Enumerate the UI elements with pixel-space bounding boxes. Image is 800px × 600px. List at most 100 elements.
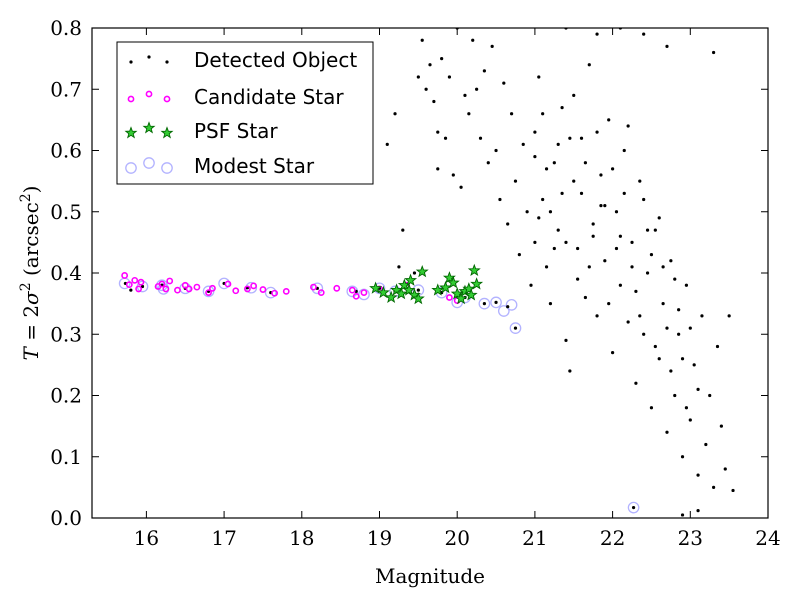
detected-object-point bbox=[533, 155, 537, 159]
y-tick-label: 0.0 bbox=[50, 506, 82, 530]
detected-object-point bbox=[712, 50, 716, 55]
detected-object-point bbox=[708, 393, 712, 398]
legend-label: Modest Star bbox=[194, 154, 315, 178]
detected-object-point bbox=[630, 265, 634, 269]
detected-object-point bbox=[537, 216, 541, 220]
detected-object-point bbox=[626, 124, 630, 128]
detected-object-point bbox=[541, 112, 545, 116]
modest-star-point bbox=[497, 305, 510, 317]
detected-object-point bbox=[673, 393, 677, 398]
detected-object-point bbox=[129, 288, 133, 292]
candidate-star-point bbox=[131, 276, 139, 284]
candidate-star-point bbox=[193, 283, 201, 291]
detected-object-point bbox=[471, 38, 475, 42]
x-tick-label: 17 bbox=[211, 526, 236, 550]
detected-object-point bbox=[653, 228, 657, 232]
candidate-star-point bbox=[166, 277, 174, 285]
detected-object-point bbox=[607, 302, 611, 306]
legend-marker bbox=[129, 60, 133, 64]
detected-object-point bbox=[482, 69, 486, 73]
detected-object-point bbox=[416, 75, 420, 79]
detected-object-point bbox=[385, 142, 389, 146]
detected-object-point bbox=[595, 130, 599, 134]
legend-label: Detected Object bbox=[194, 48, 357, 72]
detected-object-point bbox=[684, 406, 689, 410]
detected-object-point bbox=[696, 473, 700, 477]
candidate-star-point bbox=[348, 286, 356, 294]
detected-object-point bbox=[541, 197, 545, 202]
psf-star-point bbox=[454, 291, 468, 305]
detected-object-point bbox=[618, 234, 622, 238]
detected-object-point bbox=[591, 222, 595, 226]
detected-object-point bbox=[494, 300, 498, 304]
detected-object-point bbox=[661, 265, 665, 269]
detected-object-point bbox=[451, 173, 455, 177]
detected-object-point bbox=[556, 228, 560, 232]
candidate-star-point bbox=[282, 287, 290, 295]
candidate-star-point bbox=[205, 289, 212, 296]
candidate-star-point bbox=[137, 278, 145, 286]
y-tick-label: 0.8 bbox=[50, 16, 82, 40]
detected-object-point bbox=[572, 93, 576, 97]
candidate-star-point bbox=[135, 285, 143, 293]
detected-object-point bbox=[587, 63, 591, 67]
psf-star-point bbox=[431, 283, 445, 296]
detected-object-point bbox=[568, 369, 572, 373]
detected-object-point bbox=[610, 351, 615, 355]
candidate-star-point bbox=[352, 292, 360, 300]
candidate-star-point bbox=[125, 281, 133, 289]
x-tick-label: 16 bbox=[134, 526, 159, 550]
detected-object-point bbox=[649, 253, 654, 257]
detected-object-point bbox=[459, 185, 463, 189]
detected-object-point bbox=[642, 332, 646, 336]
detected-object-point bbox=[424, 87, 428, 91]
psf-star-point bbox=[415, 264, 429, 278]
detected-object-point bbox=[537, 75, 541, 79]
detected-object-point bbox=[704, 442, 708, 447]
detected-object-point bbox=[645, 228, 650, 232]
legend-marker bbox=[143, 157, 155, 169]
detected-object-point bbox=[467, 112, 471, 116]
psf-star-point bbox=[411, 291, 425, 305]
psf-star-point bbox=[462, 282, 476, 295]
detected-object-point bbox=[634, 381, 638, 385]
detected-object-point bbox=[638, 179, 642, 183]
candidate-star-point bbox=[250, 282, 258, 290]
detected-object-point bbox=[657, 357, 661, 361]
detected-object-point bbox=[568, 136, 572, 140]
detected-object-point bbox=[634, 289, 638, 293]
detected-object-point bbox=[618, 283, 622, 287]
detected-object-point bbox=[622, 191, 626, 195]
detected-object-point bbox=[576, 246, 580, 251]
modest-star-point bbox=[218, 277, 230, 290]
detected-object-point bbox=[564, 338, 568, 342]
detected-object-point bbox=[587, 265, 591, 269]
modest-star-series bbox=[118, 277, 640, 514]
detected-object-point bbox=[443, 136, 448, 140]
modest-star-point bbox=[627, 501, 640, 514]
detected-object-point bbox=[548, 302, 553, 306]
detected-object-point bbox=[506, 305, 510, 309]
psf-star-point bbox=[464, 288, 478, 301]
detected-object-point bbox=[475, 87, 479, 91]
detected-object-point bbox=[440, 57, 444, 61]
detected-object-series bbox=[123, 28, 735, 517]
detected-object-point bbox=[533, 240, 537, 244]
detected-object-point bbox=[622, 148, 626, 153]
detected-object-point bbox=[696, 509, 700, 513]
legend-label: PSF Star bbox=[194, 119, 278, 143]
detected-object-point bbox=[719, 424, 723, 428]
detected-object-point bbox=[560, 191, 564, 195]
candidate-star-point bbox=[121, 272, 129, 279]
detected-object-point bbox=[525, 210, 529, 214]
detected-object-point bbox=[595, 314, 599, 318]
detected-object-point bbox=[614, 210, 619, 214]
detected-object-point bbox=[680, 513, 685, 517]
detected-object-point bbox=[595, 32, 599, 36]
legend-marker bbox=[125, 162, 137, 174]
psf-star-point bbox=[402, 283, 416, 296]
detected-object-point bbox=[614, 246, 619, 251]
modest-star-point bbox=[490, 296, 502, 309]
candidate-star-point bbox=[317, 289, 325, 296]
detected-object-point bbox=[715, 344, 720, 349]
